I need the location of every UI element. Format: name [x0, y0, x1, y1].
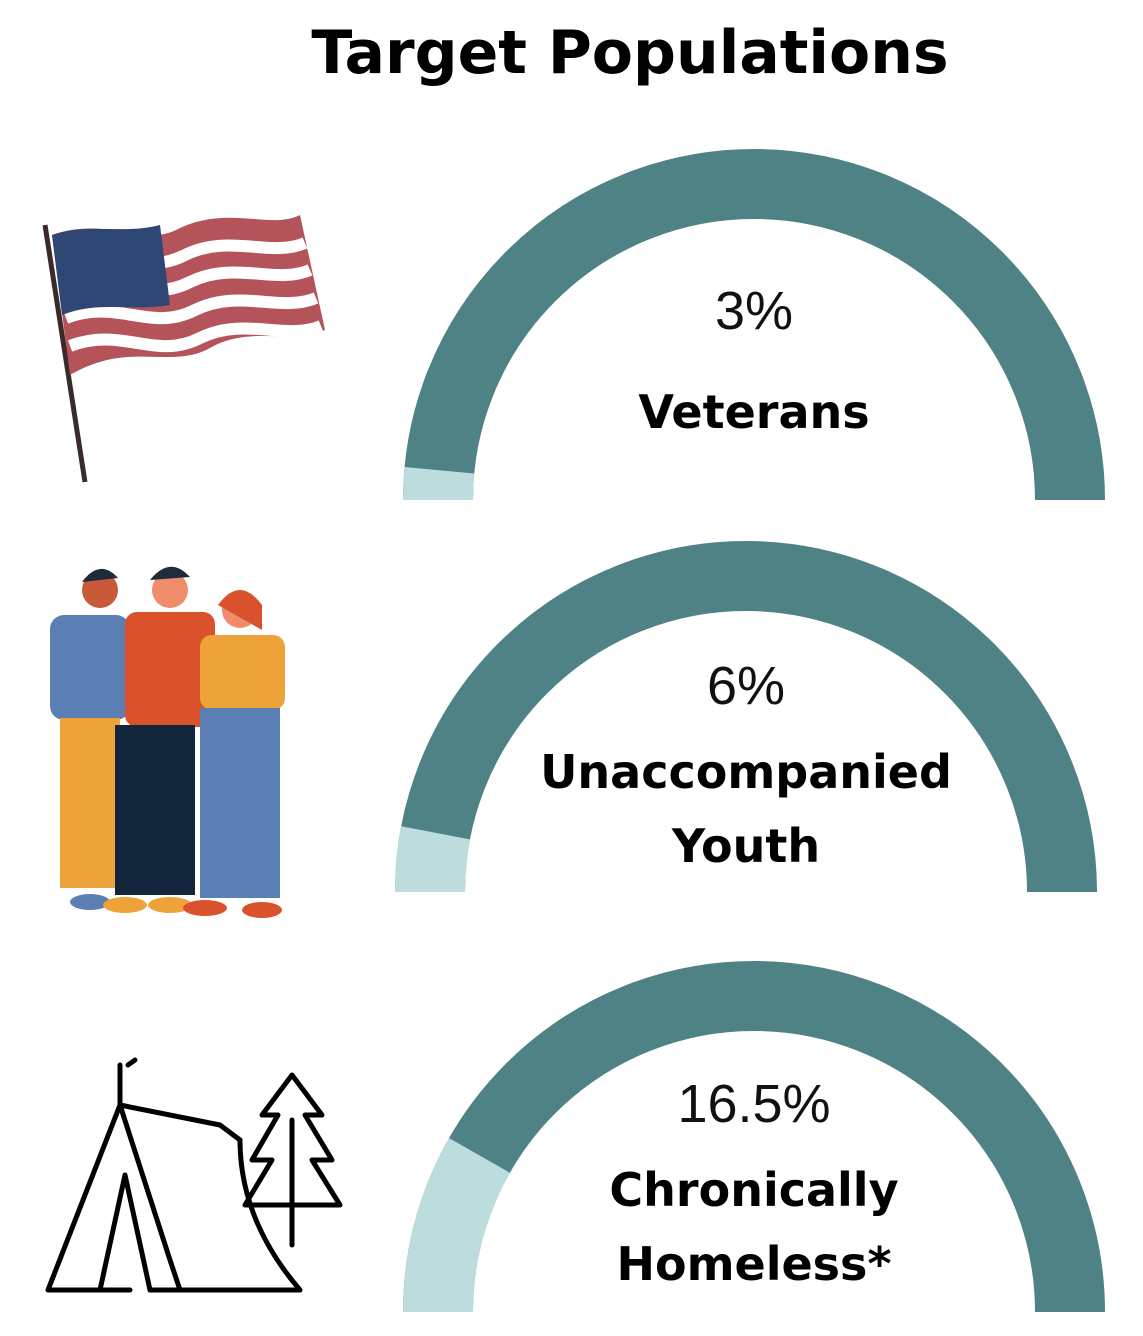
page-title: Target Populations — [250, 18, 1010, 88]
flag-icon — [45, 215, 325, 482]
value-label: 6% — [496, 655, 996, 717]
gauge-value-arc — [438, 470, 439, 500]
tent-icon — [48, 1060, 340, 1290]
gauge-label: Veterans — [519, 375, 989, 449]
people-icon — [50, 567, 285, 918]
infographic: Target Populations 3% Veterans 6% Unaccompa… — [0, 0, 1143, 1336]
gauge-track — [438, 184, 1070, 500]
gauge-label: Unaccompanied Youth — [511, 735, 981, 883]
value-label: 16.5% — [504, 1073, 1004, 1135]
value-label: 3% — [504, 280, 1004, 342]
gauge-value-arc — [430, 833, 436, 892]
gauge-label: Chronically Homeless* — [519, 1153, 989, 1301]
gauge-value-arc — [438, 1155, 480, 1312]
